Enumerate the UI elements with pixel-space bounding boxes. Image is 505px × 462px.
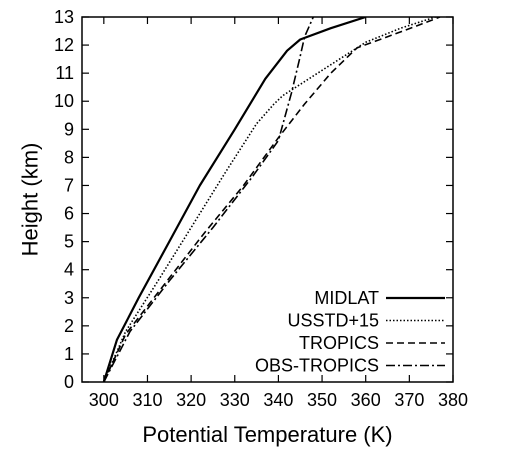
series-line-midlat — [102, 17, 367, 382]
y-tick-label-12: 12 — [54, 35, 74, 55]
plot-frame — [81, 16, 454, 383]
y-tick-label-1: 1 — [64, 344, 74, 364]
y-axis-label: Height (km) — [18, 143, 43, 257]
y-tick-label-2: 2 — [64, 316, 74, 336]
y-tick-label-7: 7 — [64, 175, 74, 195]
x-axis-label: Potential Temperature (K) — [142, 422, 392, 447]
x-tick-label-370: 370 — [394, 390, 424, 410]
y-tick-label-6: 6 — [64, 204, 74, 224]
legend-label-midlat: MIDLAT — [314, 288, 379, 308]
legend-label-tropics: TROPICS — [299, 333, 379, 353]
y-tick-label-9: 9 — [64, 119, 74, 139]
y-tick-label-5: 5 — [64, 232, 74, 252]
x-tick-label-300: 300 — [89, 390, 119, 410]
y-tick-label-11: 11 — [55, 63, 74, 83]
legend-label-obs-tropics: OBS-TROPICS — [255, 356, 379, 376]
series-line-obs-tropics — [103, 17, 315, 382]
series-line-tropics — [103, 17, 441, 382]
y-tick-label-3: 3 — [64, 288, 74, 308]
x-tick-label-310: 310 — [132, 390, 162, 410]
x-tick-label-360: 360 — [351, 390, 381, 410]
y-tick-label-4: 4 — [64, 260, 74, 280]
x-tick-label-330: 330 — [220, 390, 250, 410]
x-tick-label-350: 350 — [307, 390, 337, 410]
y-tick-label-8: 8 — [64, 147, 74, 167]
legend-label-usstd-15: USSTD+15 — [287, 311, 379, 331]
x-tick-label-320: 320 — [176, 390, 206, 410]
y-tick-label-10: 10 — [54, 91, 74, 111]
y-tick-label-13: 13 — [54, 7, 74, 27]
series-lines — [102, 17, 441, 382]
axes: 300 310 320 330 340 350 360 370 3800123456789101… — [54, 7, 468, 410]
series-line-usstd-15 — [103, 17, 436, 382]
x-tick-label-380: 380 — [438, 390, 468, 410]
y-tick-label-0: 0 — [64, 372, 74, 392]
x-tick-label-340: 340 — [263, 390, 293, 410]
